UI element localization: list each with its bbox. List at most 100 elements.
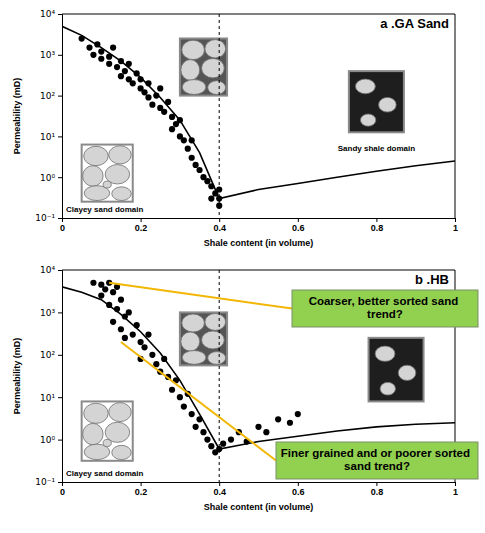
sand-grain <box>208 81 226 95</box>
data-point <box>118 58 124 64</box>
data-point <box>130 80 136 86</box>
y-tick-mark <box>58 177 62 178</box>
data-point <box>98 292 104 298</box>
sand-grain <box>181 332 200 351</box>
y-tick: 10² <box>40 350 62 360</box>
annotation-leader <box>121 342 276 460</box>
x-tick: 0 <box>60 482 65 497</box>
y-tick-mark <box>58 397 62 398</box>
data-point <box>220 441 226 447</box>
data-point <box>98 48 104 54</box>
data-point <box>106 54 112 60</box>
data-point <box>94 41 100 47</box>
x-tick: 0.6 <box>292 482 305 497</box>
data-point <box>130 331 136 337</box>
y-axis: 10⁻¹ 10⁰ 10¹ 10² 10³ 10⁴ <box>35 265 62 487</box>
data-point <box>165 99 171 105</box>
x-axis: 00.20.40.60.81 <box>60 482 458 497</box>
data-point <box>114 306 120 312</box>
domain-label: Sandy shale domain <box>338 144 415 153</box>
data-point <box>145 80 151 86</box>
y-tick-label: 10⁻¹ <box>35 477 55 487</box>
x-axis-line <box>63 483 456 487</box>
y-tick: 10¹ <box>40 393 62 403</box>
data-point <box>157 85 163 91</box>
annotation-line: Finer grained and or poorer sorted <box>281 447 473 459</box>
data-point <box>204 437 210 443</box>
sand-grain <box>379 97 397 112</box>
sand-grain <box>112 445 131 459</box>
panel-title: a .GA Sand <box>380 16 449 31</box>
trend-curve <box>62 287 455 449</box>
clay-grain <box>103 439 111 446</box>
x-tick-mark <box>219 218 220 222</box>
data-point <box>110 289 116 295</box>
sand-grain <box>205 313 226 330</box>
clay-grain <box>103 181 111 188</box>
inset-frame <box>82 145 133 202</box>
y-tick-mark <box>58 136 62 137</box>
y-tick-mark <box>58 355 62 356</box>
trend-curve <box>62 26 455 198</box>
data-point <box>216 186 222 192</box>
data-point <box>90 280 96 286</box>
sand-grain <box>398 365 416 380</box>
data-point <box>79 35 85 41</box>
y-tick: 10⁻¹ <box>35 213 62 223</box>
data-point <box>149 352 155 358</box>
y-tick-mark <box>58 440 62 441</box>
sand-grain <box>84 146 109 165</box>
y-tick-mark <box>58 482 62 483</box>
data-point <box>126 61 132 67</box>
sand-grain <box>181 60 200 81</box>
x-tick: 0 <box>60 218 65 233</box>
sand-grain <box>380 382 395 395</box>
y-tick: 10⁴ <box>40 265 62 275</box>
x-tick-mark <box>141 482 142 486</box>
x-axis-title: Shale content (in volume) <box>204 502 314 512</box>
x-tick: 0.6 <box>292 218 305 233</box>
data-point <box>193 162 199 168</box>
inset-schematic <box>369 338 424 402</box>
annotation-box <box>276 442 478 479</box>
sand-grain <box>83 166 103 187</box>
sand-grain <box>182 314 205 332</box>
figure: 00.20.40.60.8110⁻¹10⁰10¹10²10³10⁴Shale c… <box>0 0 485 533</box>
x-tick-label: 0.8 <box>371 487 384 497</box>
y-tick-mark <box>58 218 62 219</box>
y-tick-label: 10³ <box>40 308 55 318</box>
data-point <box>169 387 175 393</box>
sand-grain <box>109 403 131 422</box>
y-tick: 10⁻¹ <box>35 477 62 487</box>
y-tick: 10⁰ <box>40 435 62 445</box>
y-tick-mark <box>58 14 62 15</box>
data-point <box>189 137 195 143</box>
sand-grain <box>202 331 225 349</box>
data-point <box>169 114 175 120</box>
x-tick-label: 1 <box>453 223 458 233</box>
y-tick: 10⁴ <box>40 9 62 19</box>
y-tick: 10³ <box>40 308 62 318</box>
x-tick-mark <box>298 218 299 222</box>
annotation-line: Coarser, better sorted sand <box>309 295 462 307</box>
data-point <box>122 335 128 341</box>
y-tick-label: 10⁴ <box>40 265 55 275</box>
x-tick-mark <box>455 218 456 222</box>
y-axis-line <box>58 15 63 219</box>
sand-grain <box>84 403 109 423</box>
data-point <box>181 404 187 410</box>
sand-grain <box>182 40 205 59</box>
sand-grain <box>205 40 226 58</box>
data-point <box>118 73 124 79</box>
x-tick-label: 0.2 <box>135 487 148 497</box>
data-point <box>118 297 124 303</box>
x-tick-mark <box>141 218 142 222</box>
inset-schematic <box>82 401 133 460</box>
data-point <box>134 70 140 76</box>
data-point <box>110 319 116 325</box>
x-tick: 0.8 <box>371 482 384 497</box>
annotation-line: trend? <box>367 308 403 320</box>
x-tick-label: 1 <box>453 487 458 497</box>
data-point <box>181 137 187 143</box>
y-tick: 10⁰ <box>40 173 62 183</box>
